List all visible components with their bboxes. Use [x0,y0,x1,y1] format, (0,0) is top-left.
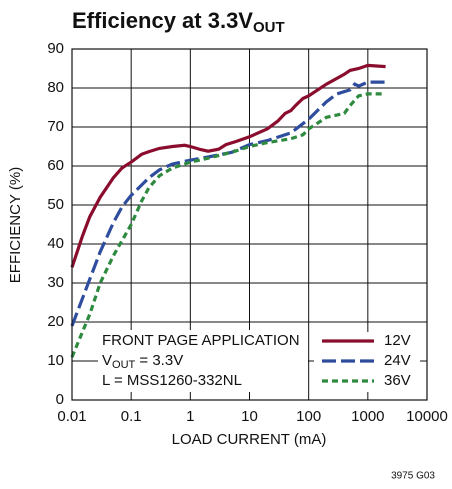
annotation-line: FRONT PAGE APPLICATION [102,332,300,349]
x-tick-label: 10000 [406,408,448,425]
series-line [70,80,386,327]
y-tick-label: 70 [47,118,64,135]
legend-label: 36V [384,372,411,389]
y-tick-label: 60 [47,157,64,174]
y-tick-label: 90 [47,40,64,57]
y-tick-label: 0 [56,391,64,408]
y-tick-label: 10 [47,352,64,369]
x-tick-label: 0.01 [57,408,86,425]
y-tick-label: 40 [47,235,64,252]
annotation-main: V [102,352,112,369]
annotation-line: L = MSS1260-332NL [102,372,242,389]
y-axis-label: EFFICIENCY (%) [7,167,24,283]
annotation-line: VOUT = 3.3V [102,352,183,371]
chart-title: Efficiency at 3.3VOUT [72,8,285,36]
title-sub: OUT [253,19,285,36]
x-tick-label: 10 [241,408,258,425]
x-tick-label: 1000 [351,408,384,425]
legend-label: 12V [384,332,411,349]
y-tick-label: 30 [47,274,64,291]
series-line [70,92,386,358]
y-tick-label: 80 [47,79,64,96]
y-tick-label: 20 [47,313,64,330]
footnote: 3975 G03 [391,471,435,482]
annotation-background [98,330,308,392]
y-tick-label: 50 [47,196,64,213]
x-tick-label: 1 [186,408,194,425]
title-main: Efficiency at 3.3V [72,8,253,33]
legend-label: 24V [384,352,411,369]
series-line [70,63,386,268]
plot-frame [71,48,428,401]
annotation-sub: OUT [112,359,136,371]
x-tick-label: 100 [296,408,321,425]
annotation-rest: = 3.3V [135,352,183,369]
x-tick-label: 0.1 [121,408,142,425]
x-axis-label: LOAD CURRENT (mA) [172,431,327,448]
